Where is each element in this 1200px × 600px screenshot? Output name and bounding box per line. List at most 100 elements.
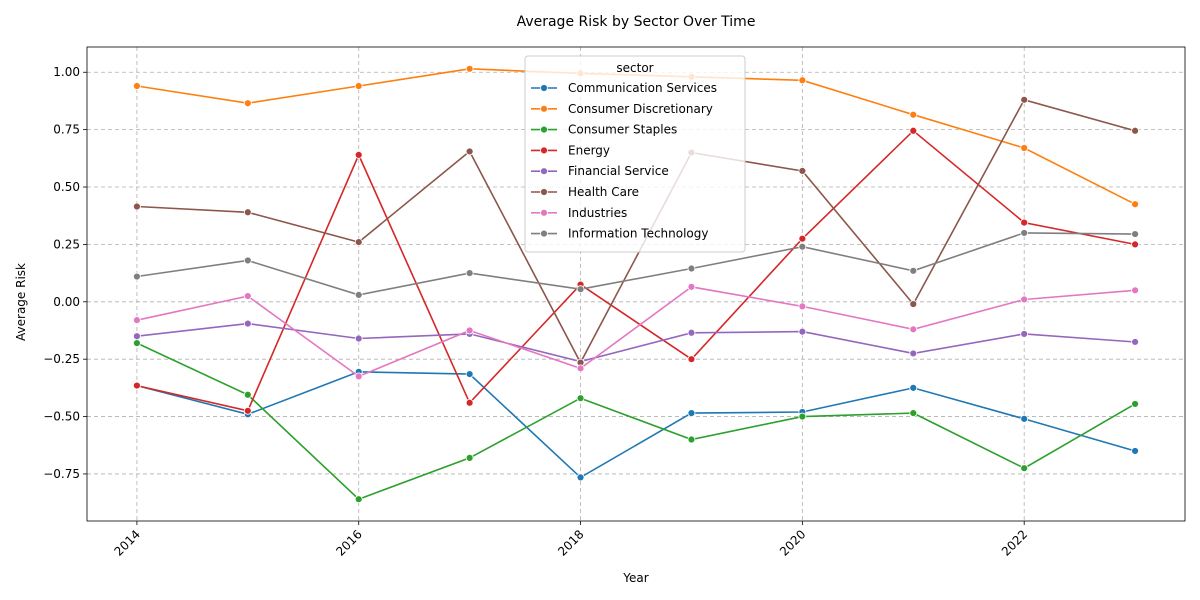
y-tick-label: 0.00 bbox=[53, 295, 80, 309]
data-point bbox=[1131, 200, 1139, 209]
data-point bbox=[133, 381, 141, 390]
legend-entry: Energy bbox=[531, 143, 610, 157]
data-point bbox=[354, 334, 363, 343]
series-line bbox=[136, 322, 1136, 363]
data-point bbox=[354, 291, 363, 299]
chart-title: Average Risk by Sector Over Time bbox=[517, 14, 756, 30]
legend-label: Industries bbox=[568, 206, 627, 220]
data-point bbox=[687, 409, 696, 418]
data-point bbox=[243, 292, 252, 300]
series-line bbox=[136, 286, 1136, 378]
legend-entry: Communication Services bbox=[531, 81, 717, 95]
data-point bbox=[243, 256, 252, 265]
data-point bbox=[687, 435, 696, 444]
y-axis-title: Average Risk bbox=[14, 263, 28, 341]
legend-entry: Information Technology bbox=[531, 227, 709, 241]
series-line bbox=[136, 129, 1136, 412]
legend-box bbox=[524, 55, 746, 253]
data-point bbox=[1131, 230, 1139, 238]
y-tick-label: 1.00 bbox=[53, 65, 80, 79]
data-point bbox=[133, 82, 141, 90]
data-point bbox=[798, 242, 807, 251]
legend-label: Information Technology bbox=[568, 227, 709, 241]
data-point bbox=[1020, 95, 1029, 104]
y-tick-label: 0.25 bbox=[53, 237, 80, 251]
data-point bbox=[133, 332, 141, 341]
series-line bbox=[136, 98, 1136, 365]
data-point bbox=[1131, 240, 1139, 249]
legend-label: Energy bbox=[568, 143, 610, 157]
data-point bbox=[1131, 286, 1139, 295]
data-point bbox=[1020, 295, 1029, 304]
legend-marker bbox=[540, 208, 548, 217]
data-point bbox=[243, 390, 252, 399]
legend-label: Consumer Discretionary bbox=[568, 102, 713, 116]
data-point bbox=[1131, 447, 1139, 455]
y-tick-label: −0.50 bbox=[43, 410, 80, 424]
data-point bbox=[1020, 144, 1029, 152]
data-point bbox=[1020, 330, 1029, 338]
series-5 bbox=[133, 95, 1139, 367]
data-point bbox=[133, 272, 141, 281]
legend-marker bbox=[540, 146, 548, 155]
data-point bbox=[1131, 126, 1139, 135]
data-point bbox=[798, 327, 807, 336]
data-point bbox=[909, 409, 918, 418]
legend-entry: Consumer Discretionary bbox=[531, 102, 713, 116]
data-point bbox=[798, 76, 807, 85]
data-point bbox=[798, 412, 807, 421]
data-point bbox=[354, 372, 363, 381]
legend: sector Communication Services Consumer Di… bbox=[524, 55, 746, 253]
data-point bbox=[354, 82, 363, 90]
legend-label: Communication Services bbox=[568, 81, 717, 95]
series-7 bbox=[133, 229, 1139, 299]
legend-label: Financial Service bbox=[568, 164, 669, 178]
legend-marker bbox=[540, 229, 548, 238]
data-point bbox=[687, 282, 696, 291]
data-point bbox=[909, 110, 918, 119]
data-point bbox=[687, 328, 696, 337]
data-point bbox=[243, 208, 252, 217]
y-tick-label: −0.75 bbox=[43, 467, 80, 481]
legend-marker bbox=[540, 84, 548, 92]
y-tick-label: 0.50 bbox=[53, 180, 80, 194]
data-point bbox=[354, 495, 363, 504]
legend-entry: Industries bbox=[531, 206, 627, 220]
series-layer bbox=[133, 64, 1139, 504]
legend-marker bbox=[540, 104, 548, 113]
data-point bbox=[465, 269, 474, 277]
data-point bbox=[1020, 464, 1029, 473]
series-line bbox=[136, 342, 1136, 501]
data-point bbox=[576, 394, 585, 403]
data-point bbox=[798, 302, 807, 311]
data-point bbox=[909, 126, 918, 135]
data-point bbox=[909, 266, 918, 275]
data-point bbox=[798, 167, 807, 175]
legend-entry: Health Care bbox=[531, 185, 639, 199]
data-point bbox=[465, 64, 474, 73]
data-point bbox=[133, 316, 141, 325]
x-axis-title: Year bbox=[622, 571, 648, 585]
data-point bbox=[1020, 414, 1029, 423]
data-point bbox=[798, 234, 807, 243]
data-point bbox=[354, 150, 363, 159]
data-point bbox=[1131, 400, 1139, 408]
data-point bbox=[576, 473, 585, 482]
data-point bbox=[687, 355, 696, 364]
series-line bbox=[136, 370, 1136, 479]
legend-entry: Financial Service bbox=[531, 164, 669, 178]
plot-frame bbox=[86, 46, 1186, 522]
data-point bbox=[909, 325, 918, 334]
data-point bbox=[1020, 218, 1029, 227]
data-point bbox=[1131, 338, 1139, 346]
data-point bbox=[465, 398, 474, 407]
data-point bbox=[576, 285, 585, 294]
data-point bbox=[354, 238, 363, 247]
data-point bbox=[465, 453, 474, 462]
legend-marker bbox=[540, 125, 548, 134]
legend-label: Health Care bbox=[568, 185, 639, 199]
series-2 bbox=[133, 339, 1139, 504]
data-point bbox=[133, 202, 141, 211]
